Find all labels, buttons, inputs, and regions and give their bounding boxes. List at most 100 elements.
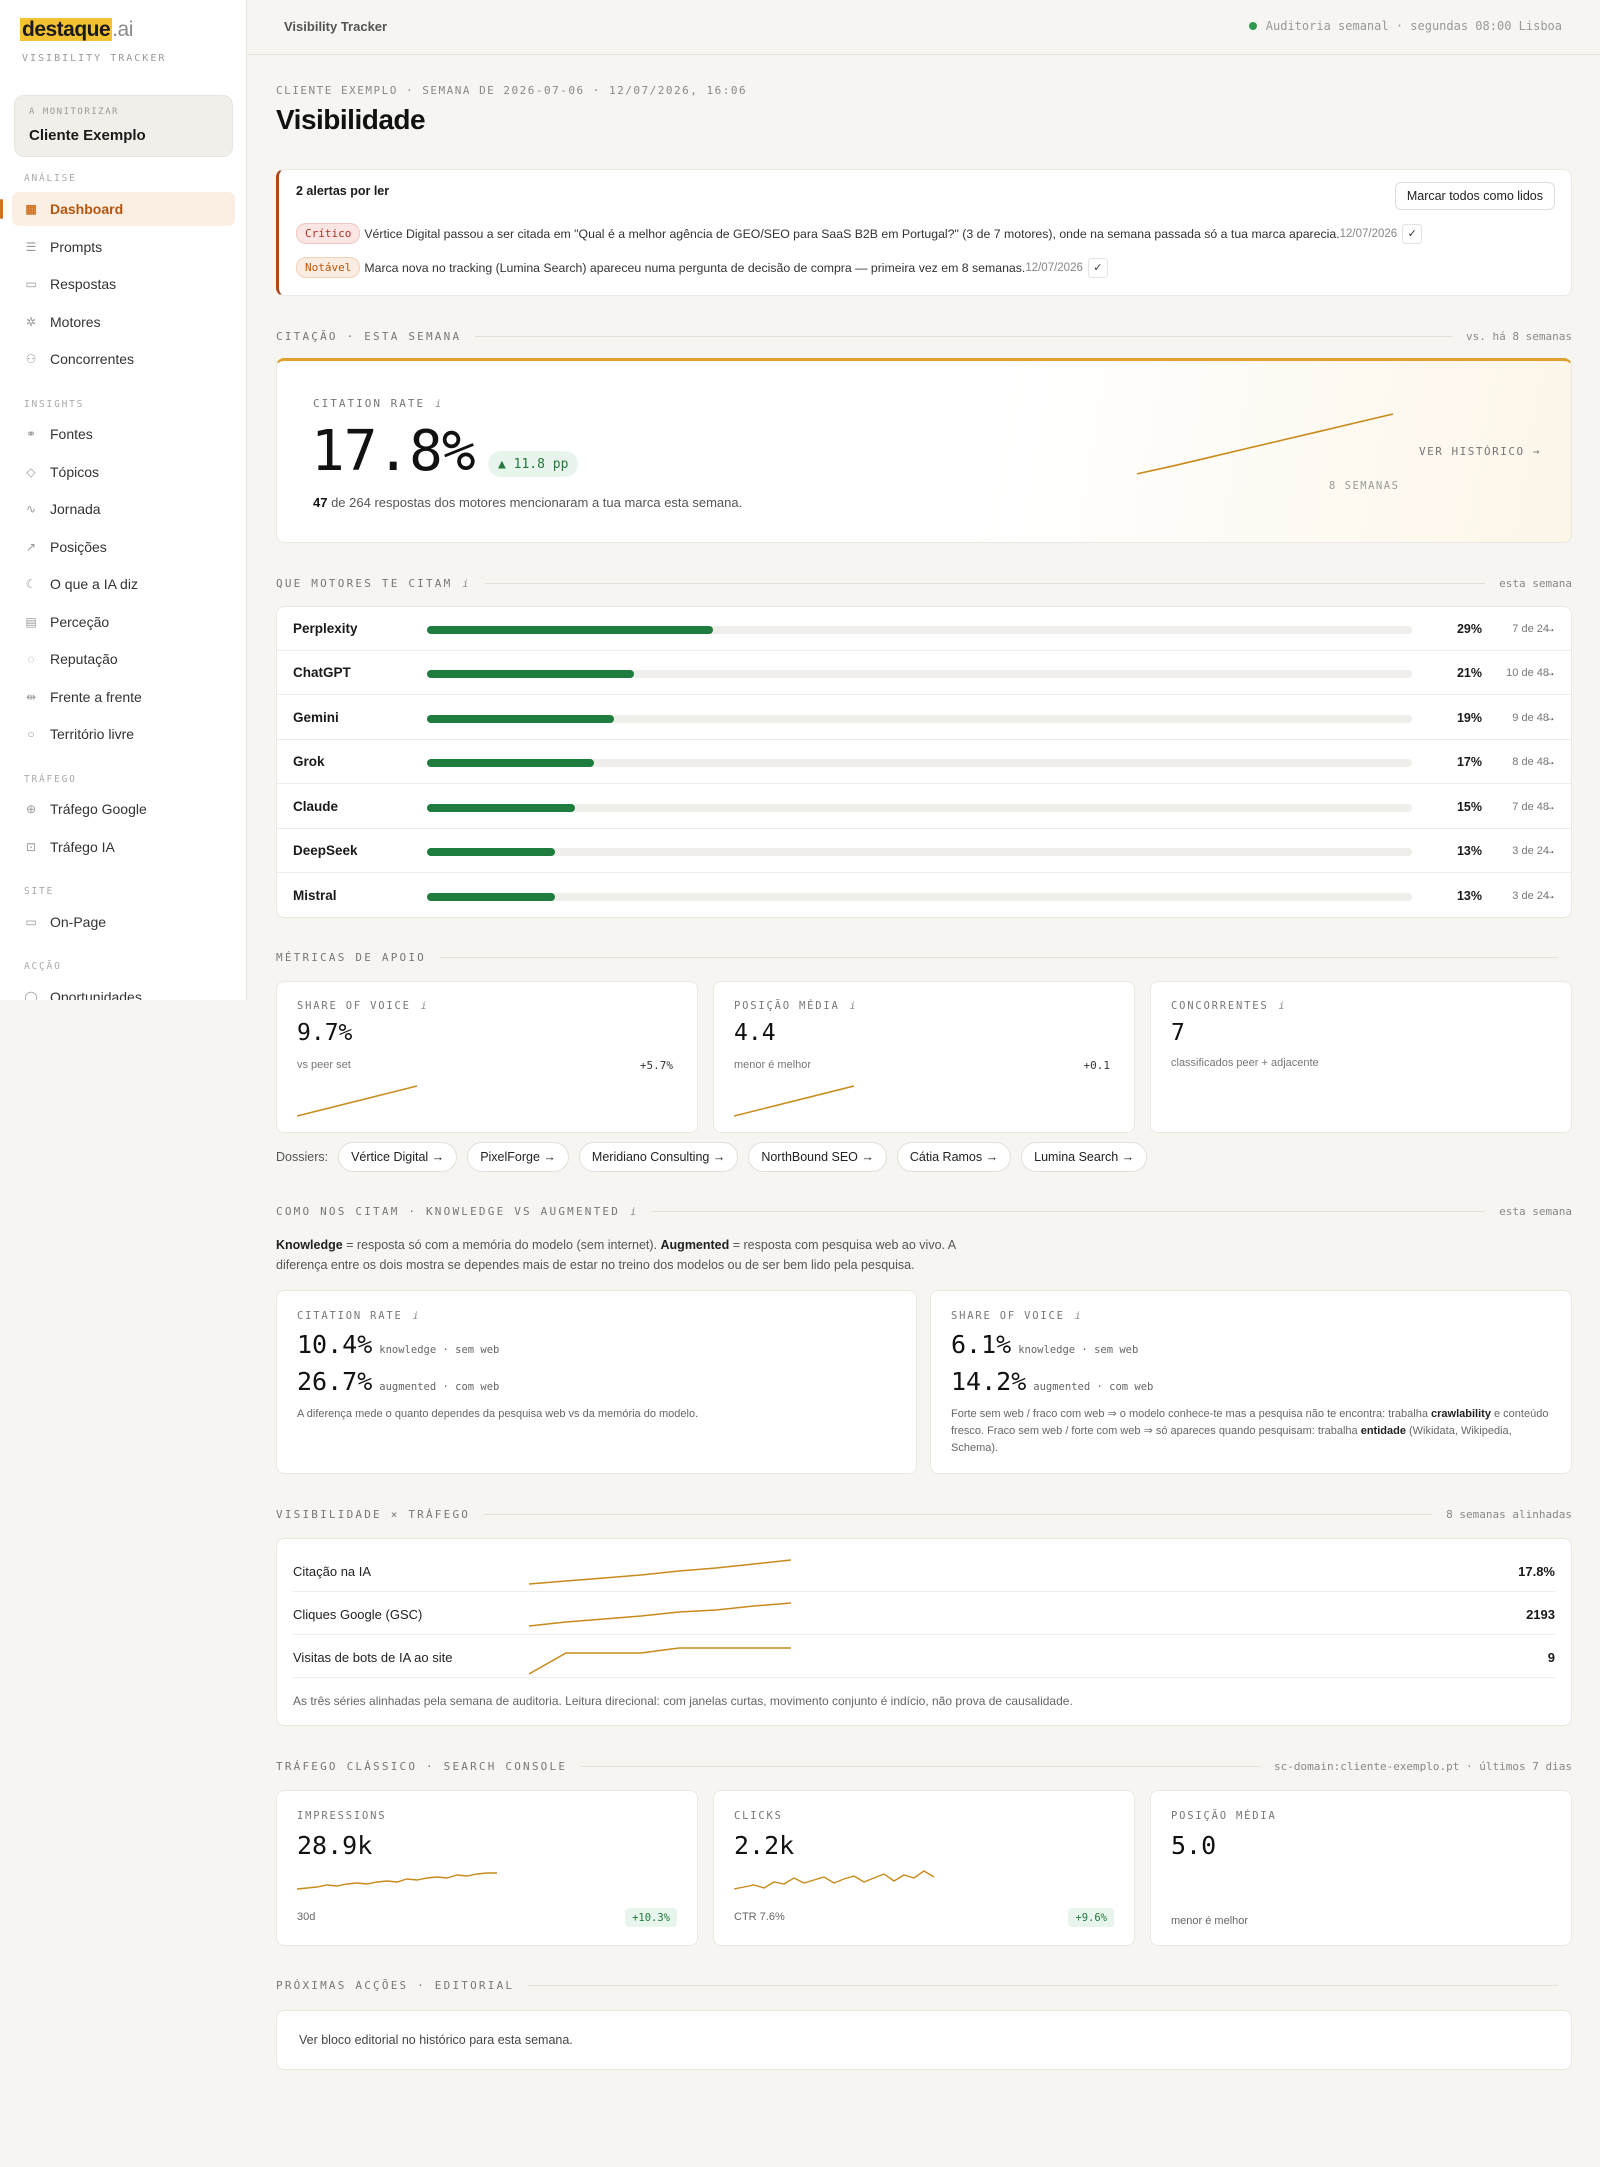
sidebar-item-on-page[interactable]: ▭ On-Page <box>25 914 107 930</box>
critical-badge: Crítico <box>296 223 361 244</box>
dossier-chip[interactable]: NorthBound SEO → <box>748 1142 887 1172</box>
bot-icon: ⊡ <box>25 840 37 854</box>
client-name: Cliente Exemplo <box>29 127 146 144</box>
citation-rate-card: CITATION RATE i 17.8% ▲ 11.8 pp 47 de 264… <box>276 358 1572 543</box>
position-sparkline <box>734 1085 855 1117</box>
section-knowledge: COMO NOS CITAM · KNOWLEDGE VS AUGMENTED i… <box>276 1204 1572 1218</box>
breadcrumb: CLIENTE EXEMPLO · SEMANA DE 2026-07-06 ·… <box>276 84 748 97</box>
impressions-sparkline <box>297 1872 497 1890</box>
clicks-sparkline <box>734 1870 935 1890</box>
sidebar-item-motores[interactable]: ✲ Motores <box>25 314 101 330</box>
augmented-value: 26.7% <box>297 1367 373 1396</box>
citation-delta-badge: ▲ 11.8 pp <box>488 451 579 477</box>
client-selector[interactable]: A MONITORIZAR Cliente Exemplo <box>14 95 233 157</box>
nav-section-trafego: TRÁFEGO <box>24 774 77 785</box>
sidebar-item-posicoes[interactable]: ↗ Posições <box>25 539 107 555</box>
globe-icon: ⊕ <box>25 802 37 816</box>
arrow-right-icon: → <box>1544 799 1556 813</box>
weeks-label: 8 SEMANAS <box>1329 480 1400 492</box>
citation-sparkline <box>529 1559 792 1585</box>
sidebar-item-territorio-livre[interactable]: ○ Território livre <box>12 717 235 751</box>
knowledge-value: 6.1% <box>951 1330 1012 1359</box>
engine-row[interactable]: Gemini 19% 9 de 48 → <box>277 696 1571 740</box>
alert-text: Vértice Digital passou a ser citada em "… <box>364 226 1340 241</box>
logo-tagline: VISIBILITY TRACKER <box>22 53 167 64</box>
clicks-sparkline <box>529 1602 792 1627</box>
view-history-link[interactable]: VER HISTÓRICO → <box>1419 445 1541 458</box>
alerts-panel: 2 alertas por ler Marcar todos como lido… <box>276 169 1572 296</box>
sidebar-item-trafego-ia[interactable]: ⊡ Tráfego IA <box>25 839 115 855</box>
sidebar-item-frente-a-frente[interactable]: ⇹ Frente a frente <box>25 689 142 705</box>
dossier-chip[interactable]: Lumina Search → <box>1021 1142 1148 1172</box>
info-icon[interactable]: i <box>849 1001 858 1012</box>
nav-section-accao: ACÇÃO <box>24 961 62 972</box>
dossier-chip[interactable]: Cátia Ramos → <box>896 1142 1012 1172</box>
sidebar-item-dashboard[interactable]: ▦ Dashboard <box>0 192 235 226</box>
engine-bar <box>427 804 575 812</box>
info-icon[interactable]: i <box>462 578 471 590</box>
engine-row[interactable]: Claude 15% 7 de 48 → <box>277 785 1571 829</box>
sov-sparkline <box>297 1085 418 1117</box>
info-icon[interactable]: i <box>435 399 444 410</box>
engine-row[interactable]: Mistral 13% 3 de 24 → <box>293 888 1556 903</box>
sidebar-item-percecao[interactable]: ▤ Perceção <box>25 614 110 630</box>
sidebar-item-oportunidades[interactable]: ◯ Oportunidades <box>12 980 235 1000</box>
impressions-card: IMPRESSIONS 28.9k 30d +10.3% <box>276 1790 698 1946</box>
bubble-icon: ◌ <box>27 652 35 666</box>
arrow-right-icon: → <box>1544 710 1556 724</box>
sidebar-item-reputacao[interactable]: ◌ Reputação <box>12 642 235 676</box>
alerts-title: 2 alertas por ler <box>296 184 390 198</box>
sidebar-item-concorrentes[interactable]: ⚇ Concorrentes <box>25 351 135 367</box>
sidebar-item-topicos[interactable]: ◇ Tópicos <box>12 455 235 489</box>
engine-row[interactable]: ChatGPT 21% 10 de 48 → <box>277 651 1571 695</box>
traffic-row: Visitas de bots de IA ao site 9 <box>293 1635 1555 1678</box>
nav-section-insights: INSIGHTS <box>24 399 85 410</box>
dossier-chip[interactable]: Meridiano Consulting → <box>578 1142 739 1172</box>
lines-icon: ☰ <box>25 240 37 254</box>
arrow-right-icon: → <box>1544 888 1556 902</box>
nav-section-site: SITE <box>24 886 55 897</box>
moon-icon: ☾ <box>25 577 37 591</box>
sidebar: destaque.ai VISIBILITY TRACKER A MONITOR… <box>0 0 247 1000</box>
engines-table: Perplexity 29% 7 de 24 → ChatGPT 21% 10 de 48… <box>276 606 1572 918</box>
audit-status: Auditoria semanal · segundas 08:00 Lisbo… <box>1248 19 1562 33</box>
dossier-chip[interactable]: PixelForge → <box>467 1142 569 1172</box>
arrow-right-icon: → <box>1544 665 1556 679</box>
knowledge-value: 10.4% <box>297 1330 373 1359</box>
augmented-value: 14.2% <box>951 1367 1027 1396</box>
sidebar-item-prompts[interactable]: ☰ Prompts <box>25 239 103 255</box>
pin-icon: ◯ <box>24 990 38 1000</box>
mark-all-read-button[interactable]: Marcar todos como lidos <box>1394 182 1555 210</box>
dossier-chip[interactable]: Vértice Digital → <box>338 1142 458 1172</box>
panel-icon: ▤ <box>25 615 37 629</box>
competitors-card: CONCORRENTES i 7 classificados peer + adj… <box>1150 981 1572 1133</box>
window-icon: ▭ <box>25 915 37 929</box>
engine-row[interactable]: Grok 17% 8 de 48 → <box>277 740 1571 784</box>
engine-row[interactable]: DeepSeek 13% 3 de 24 → <box>277 829 1571 873</box>
tag-icon: ◇ <box>26 465 36 479</box>
sidebar-item-trafego-google[interactable]: ⊕ Tráfego Google <box>25 801 147 817</box>
citation-description: 47 de 264 respostas dos motores menciona… <box>313 495 743 510</box>
engine-bar <box>427 848 556 856</box>
mark-read-check-icon[interactable]: ✓ <box>1402 223 1423 244</box>
clicks-change-badge: +9.6% <box>1068 1908 1114 1927</box>
sidebar-item-ia-diz[interactable]: ☾ O que a IA diz <box>25 576 138 592</box>
sidebar-item-jornada[interactable]: ∿ Jornada <box>25 501 101 517</box>
sidebar-item-fontes[interactable]: ⚭ Fontes <box>25 426 93 442</box>
clicks-value: 2.2k <box>734 1831 795 1860</box>
info-icon[interactable]: i <box>1074 1311 1083 1322</box>
chat-icon: ▭ <box>25 277 37 291</box>
info-icon[interactable]: i <box>630 1206 639 1218</box>
knowledge-sov-card: SHARE OF VOICE i 6.1% knowledge · sem web … <box>930 1290 1572 1474</box>
engine-row[interactable]: Perplexity 29% 7 de 24 → <box>277 607 1571 651</box>
info-icon[interactable]: i <box>412 1311 421 1322</box>
citation-rate-label: CITATION RATE i <box>313 397 444 410</box>
info-icon[interactable]: i <box>1278 1001 1287 1012</box>
avg-position-value: 4.4 <box>734 1020 776 1046</box>
grid-icon: ▦ <box>25 202 37 216</box>
info-icon[interactable]: i <box>420 1001 429 1012</box>
logo[interactable]: destaque.ai <box>20 18 133 41</box>
mark-read-check-icon[interactable]: ✓ <box>1087 257 1108 278</box>
editorial-text: Ver bloco editorial no histórico para es… <box>299 2033 573 2047</box>
sidebar-item-respostas[interactable]: ▭ Respostas <box>25 276 117 292</box>
